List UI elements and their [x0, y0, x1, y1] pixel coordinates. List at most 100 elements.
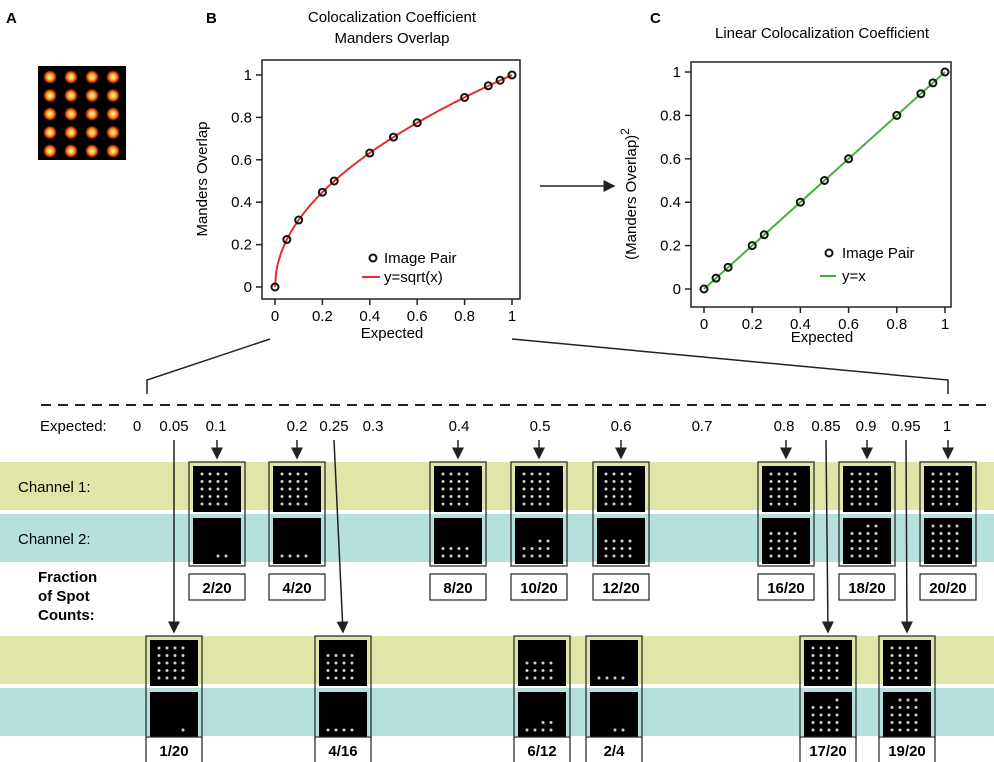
chartB-xtick-label: 0.4	[359, 308, 380, 325]
tile-spot	[874, 480, 878, 483]
tile-spot	[342, 661, 346, 665]
tile-spot	[835, 698, 839, 702]
fraction-box	[429, 573, 487, 601]
tile-spot	[939, 554, 943, 558]
tile-spot	[898, 706, 902, 709]
tile-spot	[931, 547, 935, 550]
tile-spot	[546, 547, 550, 550]
tile-spot	[449, 502, 453, 506]
tile-spot	[449, 495, 453, 498]
tile-spot	[613, 676, 617, 680]
chartC-data-point	[723, 262, 733, 272]
tile-spot	[181, 676, 185, 680]
tile-spot	[866, 495, 870, 498]
chartC-ytick-label: 0	[673, 281, 681, 298]
expected-scale-value: 0.05	[159, 418, 188, 435]
tile-spot	[628, 547, 632, 550]
tile-spot	[827, 706, 831, 709]
panel-label-b: B	[206, 10, 217, 27]
tile-spot	[304, 487, 308, 491]
tile-spot	[334, 661, 338, 665]
tile-spot	[898, 728, 902, 732]
tile-spot	[350, 728, 354, 732]
image-pair: 18/20	[838, 440, 896, 601]
chartB-data-point	[483, 81, 493, 91]
tile-spot	[612, 547, 616, 550]
chartC-xtick-label: 0.2	[742, 316, 763, 333]
tile-spot	[296, 487, 300, 491]
chart-c-frame	[690, 61, 952, 308]
expected-scale-value: 0.3	[363, 418, 384, 435]
tile-spot	[628, 502, 632, 506]
chart-c-legend-line-label: y=x	[842, 268, 866, 285]
tile-spot	[793, 495, 797, 498]
fraction-box	[510, 573, 568, 601]
image-pair: 8/20	[429, 440, 487, 601]
chartC-data-point	[916, 89, 926, 99]
tile-spot	[288, 502, 292, 506]
tile-spot	[208, 480, 212, 483]
tile-spot	[612, 495, 616, 498]
tile-spot	[914, 698, 918, 702]
panel-a-spot	[84, 69, 100, 85]
expected-scale-value: 0.8	[774, 418, 795, 435]
tile-spot	[827, 661, 831, 665]
image-pair-frame	[268, 461, 326, 567]
tile-spot	[898, 698, 902, 702]
tile-spot	[955, 539, 959, 543]
panel-a-spot	[105, 143, 121, 159]
tile-spot	[769, 502, 773, 506]
tile-spot	[612, 554, 616, 558]
tile-spot	[530, 480, 534, 483]
tile-spot	[898, 654, 902, 657]
panel-label-a: A	[6, 10, 17, 27]
zoom-connector-right	[511, 338, 949, 394]
tile-spot	[449, 547, 453, 550]
expected-scale-value: 0.7	[692, 418, 713, 435]
tile-spot	[342, 728, 346, 732]
tile-spot	[604, 554, 608, 558]
image-pair: 20/20	[919, 440, 977, 601]
tile-spot	[304, 472, 308, 476]
tile-spot	[457, 502, 461, 506]
fraction-box	[314, 736, 372, 762]
tile-spot	[342, 654, 346, 657]
tile-spot	[296, 495, 300, 498]
expected-scale-value: 0.9	[856, 418, 877, 435]
tile-spot	[890, 669, 894, 672]
channel2-band-top	[0, 514, 994, 562]
tile-spot	[525, 669, 529, 672]
tile-spot	[173, 661, 177, 665]
tile-spot	[546, 539, 550, 543]
tile-spot	[769, 472, 773, 476]
tile-spot	[533, 676, 537, 680]
tile-spot	[288, 487, 292, 491]
tile-spot	[165, 654, 169, 657]
tile-spot	[835, 661, 839, 665]
fraction-value: 2/20	[202, 580, 231, 597]
tile-spot	[827, 713, 831, 717]
tile-spot	[835, 654, 839, 657]
tile-spot	[549, 728, 553, 732]
tile-spot	[939, 487, 943, 491]
tile-spot	[850, 487, 854, 491]
tile-spot	[858, 554, 862, 558]
tile-spot	[280, 487, 284, 491]
tile-spot	[449, 487, 453, 491]
tile-spot	[890, 721, 894, 724]
panel-a-spot	[63, 106, 79, 122]
tile-spot	[931, 554, 935, 558]
tile-spot	[541, 669, 545, 672]
tile-spot	[465, 554, 469, 558]
tile-spot	[866, 524, 870, 528]
tile-spot	[819, 646, 823, 650]
tile-spot	[811, 728, 815, 732]
tile-spot	[288, 495, 292, 498]
tile-spot	[769, 554, 773, 558]
tile-spot	[449, 472, 453, 476]
tile-spot	[785, 487, 789, 491]
chartC-xtick-label: 0.4	[790, 316, 811, 333]
tile-spot	[621, 676, 625, 680]
tile-spot	[604, 487, 608, 491]
fraction-box	[838, 573, 896, 601]
